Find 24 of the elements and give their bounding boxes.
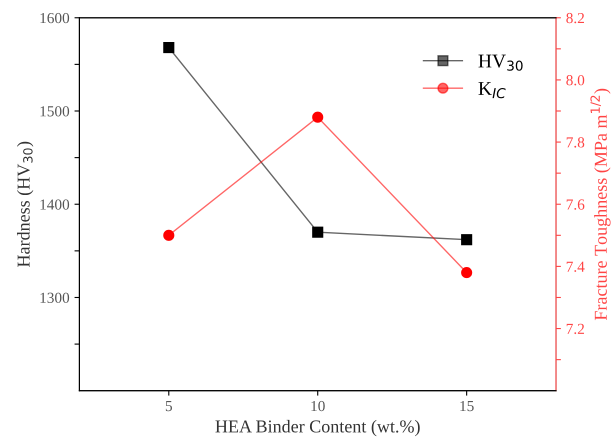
point: [163, 42, 174, 54]
y2-axis-title: Fracture Toughness (MPa m$^{1/2}$): [590, 88, 611, 320]
legend-label: HV$_{30}$: [478, 54, 523, 71]
y-tick-label: 1400: [40, 199, 70, 210]
y-axis-title: Hardness (HV$_{30}$): [16, 142, 34, 268]
y2-tick-label: 7.8: [566, 137, 584, 148]
x-tick-label: 5: [166, 401, 172, 412]
legend-label: K$_{IC}$: [478, 82, 506, 98]
y2-tick-label: 8.0: [566, 75, 584, 86]
y2-tick-label: 7.4: [566, 262, 585, 272]
point: [461, 267, 472, 278]
point: [312, 226, 324, 238]
y2-tick-label: 8.2: [566, 12, 584, 24]
x-axis-title: HEA Binder Content (wt.%): [215, 420, 420, 436]
y2-tick-label: 7.2: [566, 324, 584, 334]
y-tick-label: 1600: [40, 12, 70, 24]
x-tick-label: 10: [311, 400, 325, 412]
y2-tick-label: 7.6: [566, 199, 584, 210]
y-tick-label: 1300: [40, 292, 70, 303]
y-tick-label: 1500: [40, 106, 70, 116]
point: [461, 234, 472, 246]
point: [163, 230, 174, 241]
point: [312, 112, 324, 123]
x-tick-label: 15: [460, 400, 474, 412]
